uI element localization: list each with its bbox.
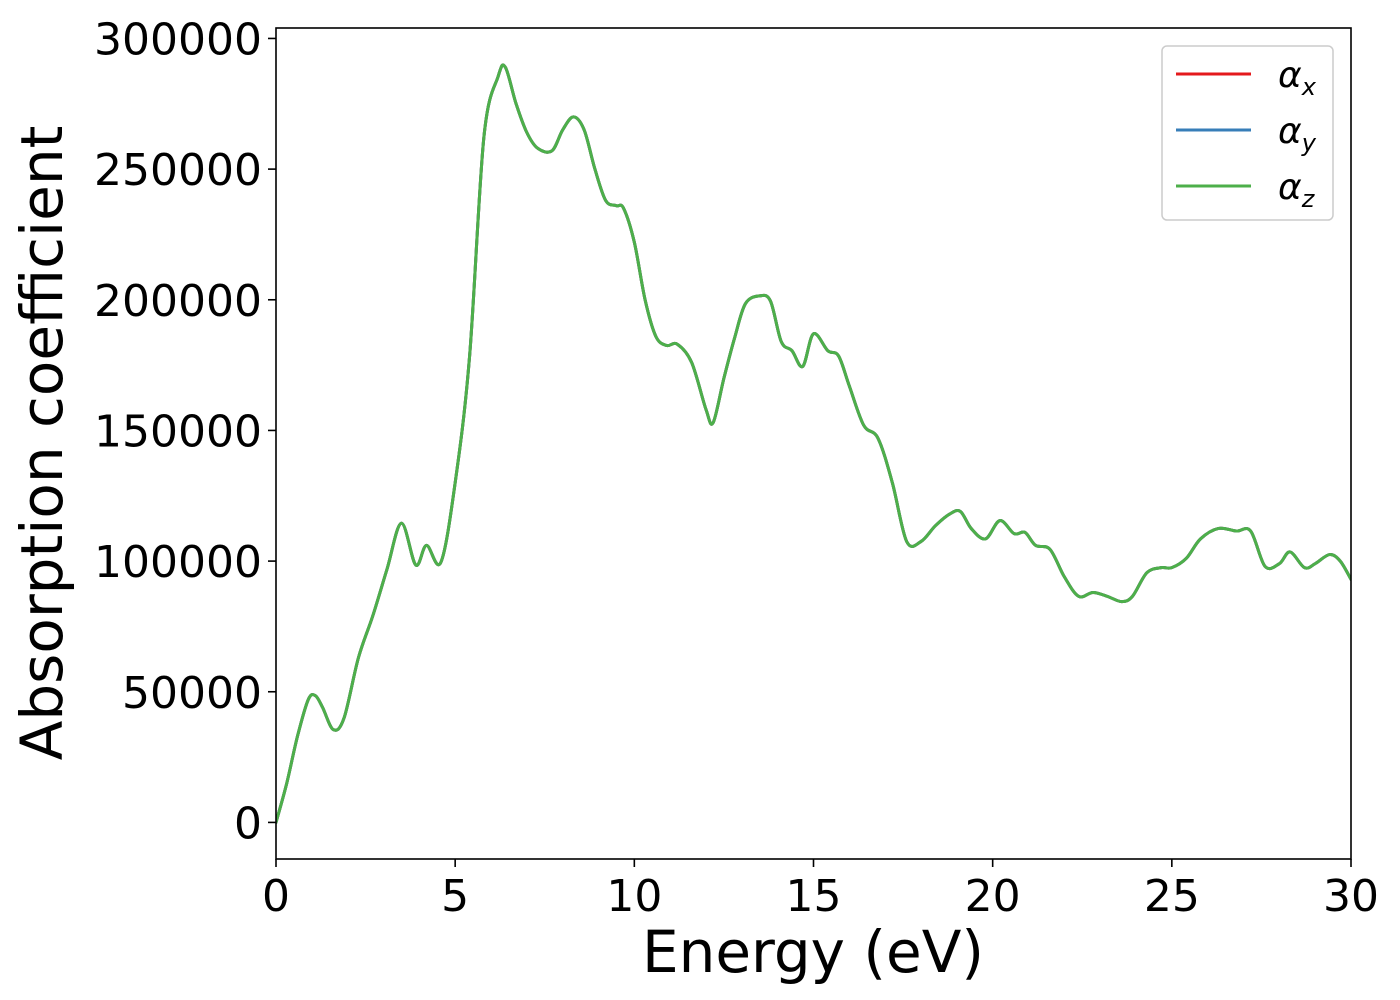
y-tick-label: 100000 [94, 537, 262, 588]
x-axis-label: Energy (eV) [642, 918, 984, 986]
x-tick-label: 10 [606, 871, 662, 922]
y-axis-ticks: 0 50000 100000 150000 200000 250000 300000 [94, 14, 276, 849]
series-line-alpha-z [276, 63, 1351, 824]
x-axis-ticks: 0 5 10 15 20 25 30 [262, 859, 1379, 922]
y-tick-label: 150000 [94, 406, 262, 457]
x-tick-label: 20 [965, 871, 1021, 922]
y-tick-label: 50000 [122, 668, 262, 719]
y-tick-label: 300000 [94, 14, 262, 65]
y-axis-label: Absorption coefficient [8, 126, 76, 761]
legend-box [1161, 45, 1334, 221]
y-tick-label: 250000 [94, 145, 262, 196]
y-tick-label: 0 [234, 798, 262, 849]
series-layer [276, 63, 1351, 824]
x-tick-label: 0 [262, 871, 290, 922]
x-tick-label: 30 [1323, 871, 1379, 922]
x-tick-label: 25 [1144, 871, 1200, 922]
x-tick-label: 15 [786, 871, 842, 922]
y-tick-label: 200000 [94, 276, 262, 327]
x-tick-label: 5 [441, 871, 469, 922]
